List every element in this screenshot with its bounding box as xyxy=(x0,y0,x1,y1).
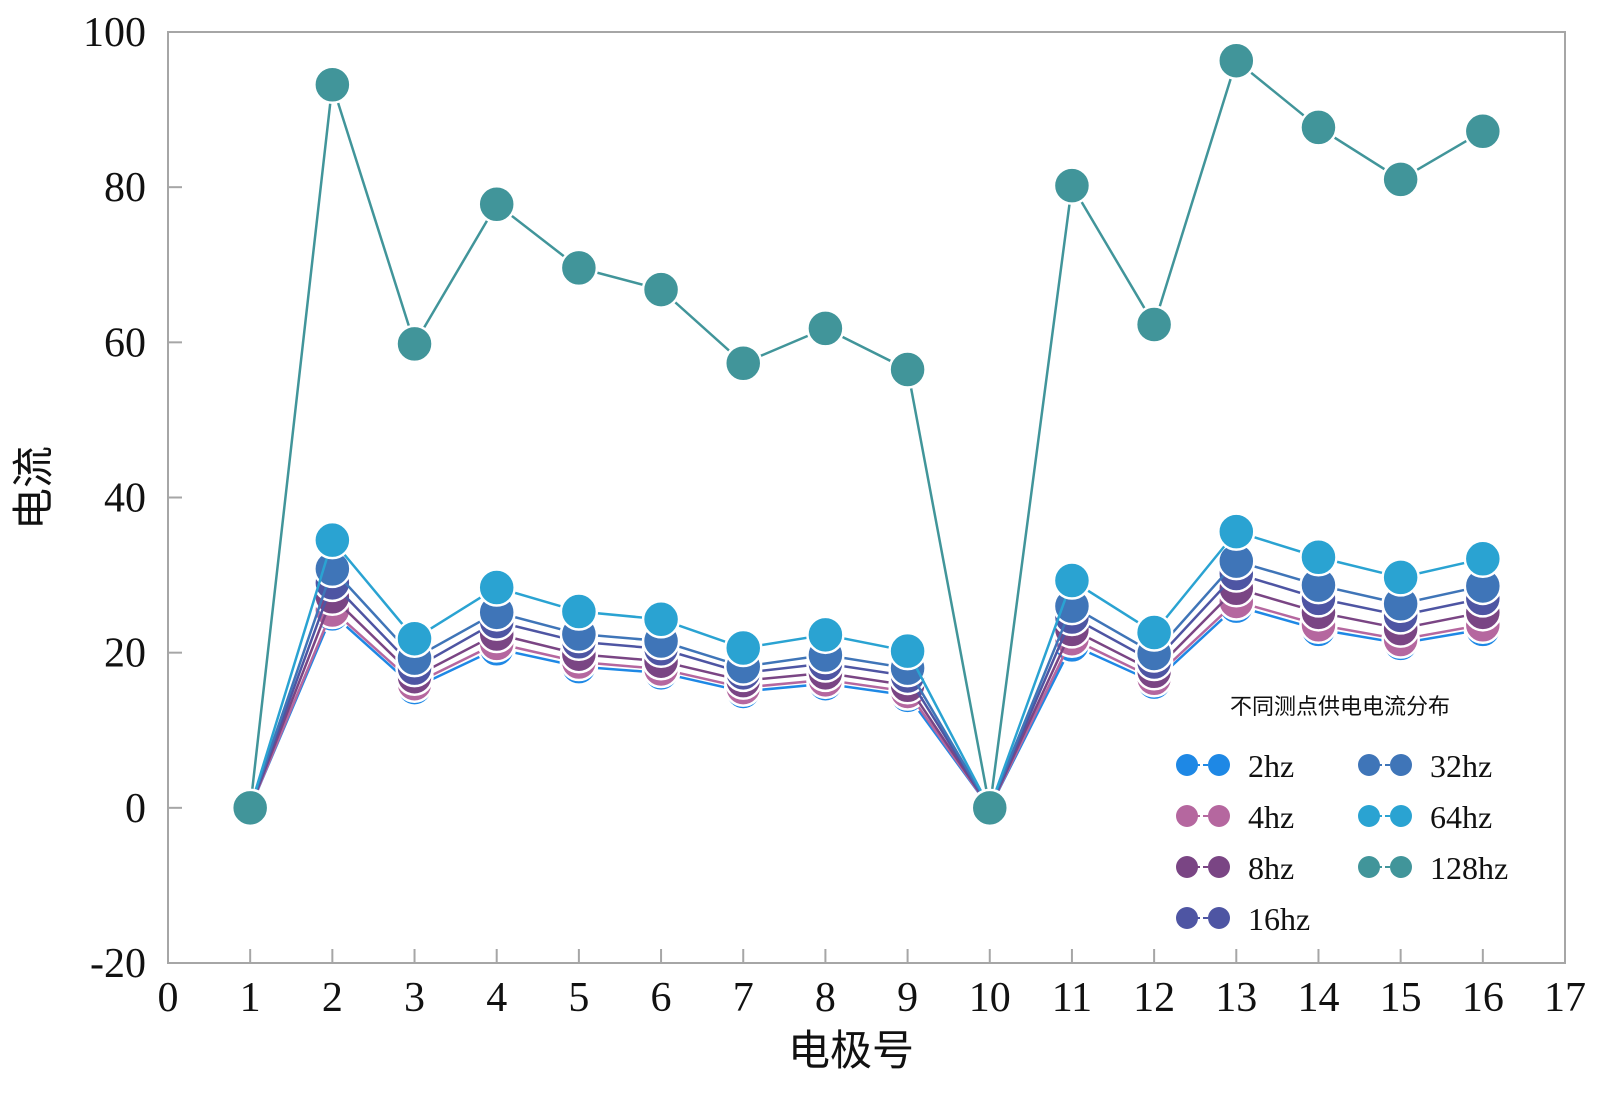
data-point-128hz-9 xyxy=(888,350,927,389)
legend-label: 2hz xyxy=(1248,748,1294,784)
series-line-16hz xyxy=(249,572,1484,811)
y-tick-label: 100 xyxy=(83,10,146,56)
data-point-64hz-5 xyxy=(559,592,599,631)
legend-item-16hz: 16hz xyxy=(1176,901,1310,937)
data-point-128hz-2 xyxy=(313,65,352,105)
data-point-64hz-12 xyxy=(1134,613,1174,652)
y-tick-label: 20 xyxy=(104,631,146,677)
x-tick-label: 1 xyxy=(240,975,261,1021)
y-tick-label: 40 xyxy=(104,476,146,522)
x-tick-label: 13 xyxy=(1215,975,1257,1021)
series-line-8hz xyxy=(249,586,1484,811)
data-point-64hz-9 xyxy=(888,631,927,671)
data-point-128hz-16 xyxy=(1463,112,1503,151)
legend-label: 8hz xyxy=(1248,850,1294,886)
legend-item-32hz: 32hz xyxy=(1358,748,1492,784)
data-point-64hz-13 xyxy=(1217,512,1256,551)
series-line-2hz xyxy=(249,604,1484,811)
data-point-64hz-4 xyxy=(477,568,516,607)
legend-title: 不同测点供电电流分布 xyxy=(1230,695,1450,720)
legend-marker xyxy=(1208,907,1230,929)
x-tick-label: 3 xyxy=(404,975,425,1021)
data-point-128hz-5 xyxy=(559,248,599,288)
legend-item-8hz: 8hz xyxy=(1176,850,1294,886)
y-tick-label: -20 xyxy=(90,941,146,987)
x-tick-label: 16 xyxy=(1462,975,1504,1021)
legend-label: 32hz xyxy=(1430,748,1492,784)
x-tick-label: 10 xyxy=(969,975,1011,1021)
series-128hz xyxy=(230,41,1503,828)
data-point-64hz-7 xyxy=(723,628,763,668)
x-tick-label: 4 xyxy=(486,975,507,1021)
x-tick-label: 14 xyxy=(1297,975,1339,1021)
legend-item-64hz: 64hz xyxy=(1358,799,1492,835)
data-point-64hz-6 xyxy=(641,600,681,639)
legend-label: 64hz xyxy=(1430,799,1492,835)
data-point-128hz-7 xyxy=(723,344,763,383)
legend-label: 16hz xyxy=(1248,901,1310,937)
legend-marker xyxy=(1358,805,1380,827)
data-point-64hz-8 xyxy=(806,615,845,655)
data-point-128hz-4 xyxy=(477,184,516,224)
legend-marker xyxy=(1358,856,1380,878)
data-point-64hz-3 xyxy=(395,619,434,658)
data-point-128hz-12 xyxy=(1134,305,1174,344)
series-line-64hz xyxy=(248,530,1484,811)
legend-item-128hz: 128hz xyxy=(1358,850,1508,886)
data-point-64hz-16 xyxy=(1463,539,1503,579)
legend-marker xyxy=(1208,805,1230,827)
x-tick-label: 8 xyxy=(815,975,836,1021)
x-axis-title: 电极号 xyxy=(788,1026,914,1075)
data-point-128hz-1 xyxy=(230,788,270,828)
plot-frame xyxy=(167,31,1566,964)
x-tick-label: 11 xyxy=(1052,975,1092,1021)
x-tick-label: 15 xyxy=(1380,975,1422,1021)
legend-item-4hz: 4hz xyxy=(1176,799,1294,835)
data-point-64hz-11 xyxy=(1052,561,1092,600)
data-point-128hz-10 xyxy=(970,788,1010,828)
x-tick-label: 5 xyxy=(568,975,589,1021)
legend-marker xyxy=(1358,754,1380,776)
data-point-64hz-14 xyxy=(1299,537,1338,577)
legend-marker xyxy=(1390,754,1412,776)
legend-label: 128hz xyxy=(1430,850,1508,886)
legend-item-2hz: 2hz xyxy=(1176,748,1294,784)
data-point-128hz-6 xyxy=(641,270,681,309)
legend-marker xyxy=(1208,856,1230,878)
data-point-128hz-13 xyxy=(1217,41,1256,80)
legend-label: 4hz xyxy=(1248,799,1294,835)
x-tick-label: 12 xyxy=(1133,975,1175,1021)
x-tick-label: 9 xyxy=(897,975,918,1021)
series-line-128hz xyxy=(248,58,1484,809)
data-point-128hz-8 xyxy=(806,309,845,348)
data-point-64hz-2 xyxy=(313,520,352,560)
legend-marker xyxy=(1390,805,1412,827)
legend-marker xyxy=(1208,754,1230,776)
data-point-128hz-14 xyxy=(1299,108,1338,147)
y-tick-label: 0 xyxy=(125,786,146,832)
x-tick-label: 6 xyxy=(651,975,672,1021)
data-point-128hz-15 xyxy=(1381,160,1420,199)
data-point-64hz-15 xyxy=(1381,558,1420,597)
data-point-128hz-3 xyxy=(395,324,434,364)
legend-marker xyxy=(1176,856,1198,878)
y-axis-title: 电流 xyxy=(9,446,58,530)
x-tick-label: 17 xyxy=(1544,975,1586,1021)
y-tick-label: 60 xyxy=(104,320,146,366)
series-line-4hz xyxy=(249,600,1484,811)
x-tick-label: 2 xyxy=(322,975,343,1021)
y-tick-label: 80 xyxy=(104,165,146,211)
series-64hz xyxy=(230,512,1503,828)
data-point-128hz-11 xyxy=(1052,166,1092,205)
legend-marker xyxy=(1176,754,1198,776)
legend-marker xyxy=(1390,856,1412,878)
x-tick-label: 0 xyxy=(158,975,179,1021)
x-tick-label: 7 xyxy=(733,975,754,1021)
legend-marker xyxy=(1176,805,1198,827)
legend: 不同测点供电电流分布 2hz 4hz 8hz 16hz 32hz 64hz 128hz xyxy=(1176,695,1508,937)
legend-marker xyxy=(1176,907,1198,929)
series-line-32hz xyxy=(248,559,1484,811)
